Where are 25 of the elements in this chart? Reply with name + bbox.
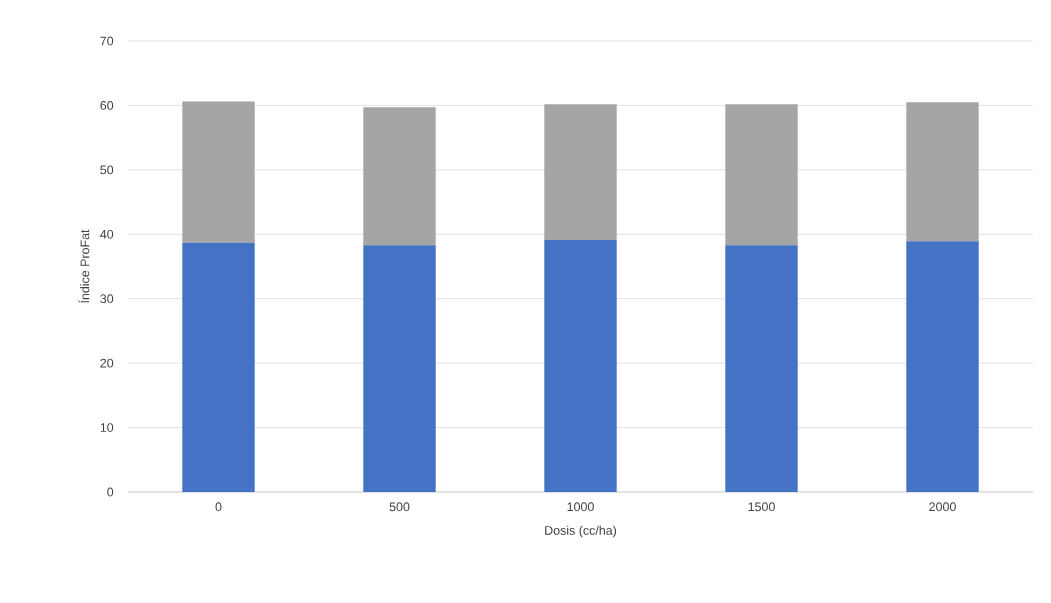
y-tick-label: 60: [100, 101, 114, 110]
bar: [544, 104, 617, 241]
y-tick-label: 0: [107, 487, 114, 497]
bar: [363, 245, 436, 492]
x-tick-label: 1000: [567, 502, 594, 512]
y-tick-label: 10: [100, 423, 114, 432]
bar: [725, 245, 798, 492]
bar: [725, 104, 798, 246]
x-tick-label: 1500: [748, 502, 775, 512]
bar: [906, 102, 979, 242]
bar: [544, 240, 617, 492]
x-tick-label: 0: [215, 502, 222, 512]
y-tick-label: 70: [100, 36, 114, 46]
y-axis-title: Índice ProFat: [78, 229, 90, 303]
x-tick-label: 2000: [929, 502, 956, 512]
y-tick-label: 30: [100, 294, 114, 304]
x-axis-title: Dosis (cc/ha): [545, 525, 617, 538]
y-tick-label: 40: [100, 229, 114, 239]
y-tick-label: 50: [100, 165, 114, 175]
x-tick-label: 500: [389, 502, 410, 512]
y-tick-label: 20: [100, 358, 114, 368]
bar: [182, 242, 255, 492]
bar: [906, 241, 979, 492]
bar: [363, 107, 436, 246]
bar: [182, 101, 255, 243]
